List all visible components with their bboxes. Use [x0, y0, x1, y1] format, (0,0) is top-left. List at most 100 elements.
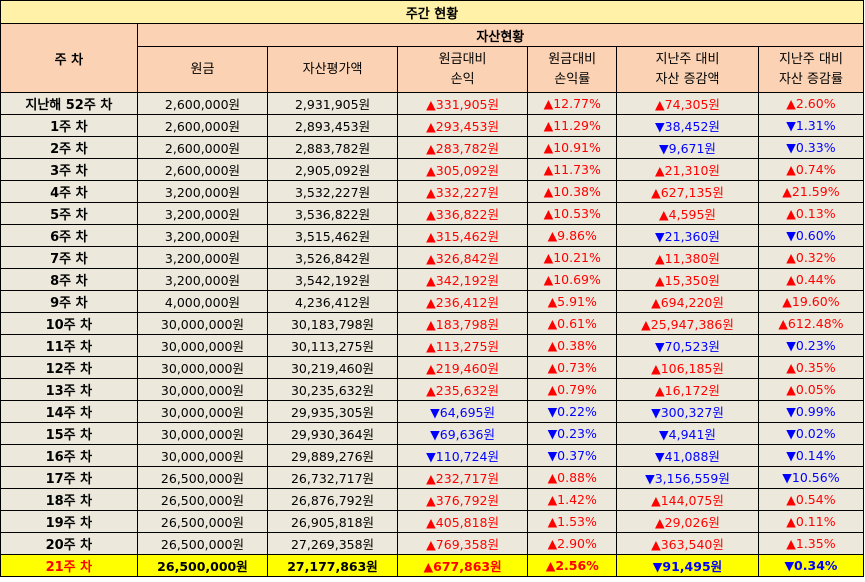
wow-amount-cell: ▲25,947,386원 [616, 312, 759, 335]
table-row: 15주 차 30,000,000원 29,930,364원 ▼69,636원 ▼0.23… [0, 422, 865, 445]
valuation-cell: 3,542,192원 [267, 268, 398, 291]
week-cell: 21주 차 [0, 554, 138, 577]
wow-amount-cell: ▲21,310원 [616, 158, 759, 181]
principal-cell: 30,000,000원 [136, 400, 269, 423]
pl-rate-cell: ▲0.88% [527, 466, 618, 489]
wow-rate-cell: ▲0.32% [757, 246, 865, 269]
wow-amount-cell: ▲144,075원 [616, 488, 759, 511]
header-line: 원금대비 [548, 51, 597, 67]
principal-cell: 30,000,000원 [136, 312, 269, 335]
wow-rate-cell: ▲0.54% [757, 488, 865, 511]
header-line: 자산 증감액 [655, 71, 720, 87]
table-row: 6주 차 3,200,000원 3,515,462원 ▲315,462원 ▲9.86% ▼… [0, 224, 865, 247]
wow-amount-cell: ▼3,156,559원 [616, 466, 759, 489]
week-cell: 8주 차 [0, 268, 138, 291]
wow-rate-header: 지난주 대비 자산 증감률 [757, 46, 865, 93]
principal-cell: 2,600,000원 [136, 158, 269, 181]
principal-cell: 3,200,000원 [136, 246, 269, 269]
wow-rate-cell: ▼0.34% [757, 554, 865, 577]
header-line: 지난주 대비 [655, 51, 720, 67]
wow-rate-cell: ▲0.13% [757, 202, 865, 225]
valuation-cell: 26,732,717원 [267, 466, 398, 489]
wow-rate-cell: ▼1.31% [757, 114, 865, 137]
pl-rate-cell: ▲10.38% [527, 180, 618, 203]
principal-cell: 3,200,000원 [136, 268, 269, 291]
pl-cell: ▲283,782원 [396, 136, 529, 159]
pl-cell: ▲336,822원 [396, 202, 529, 225]
week-cell: 16주 차 [0, 444, 138, 467]
principal-cell: 30,000,000원 [136, 378, 269, 401]
principal-cell: 26,500,000원 [136, 554, 269, 577]
wow-amount-cell: ▲74,305원 [616, 92, 759, 115]
pl-cell: ▲113,275원 [396, 334, 529, 357]
principal-cell: 30,000,000원 [136, 422, 269, 445]
valuation-header: 자산평가액 [267, 46, 398, 93]
wow-rate-cell: ▼0.99% [757, 400, 865, 423]
wow-amount-cell: ▲29,026원 [616, 510, 759, 533]
wow-rate-cell: ▲0.74% [757, 158, 865, 181]
valuation-cell: 2,893,453원 [267, 114, 398, 137]
table-row: 10주 차 30,000,000원 30,183,798원 ▲183,798원 ▲0.6… [0, 312, 865, 335]
pl-rate-cell: ▲0.61% [527, 312, 618, 335]
pl-rate-cell: ▼0.23% [527, 422, 618, 445]
principal-cell: 26,500,000원 [136, 510, 269, 533]
asset-status-header: 자산현황 [136, 23, 865, 47]
principal-cell: 3,200,000원 [136, 202, 269, 225]
wow-amount-cell: ▼4,941원 [616, 422, 759, 445]
table-row: 13주 차 30,000,000원 30,235,632원 ▲235,632원 ▲0.7… [0, 378, 865, 401]
wow-rate-cell: ▲0.05% [757, 378, 865, 401]
wow-rate-cell: ▲21.59% [757, 180, 865, 203]
wow-rate-cell: ▲19.60% [757, 290, 865, 313]
wow-rate-cell: ▲2.60% [757, 92, 865, 115]
principal-cell: 30,000,000원 [136, 356, 269, 379]
wow-rate-cell: ▲0.44% [757, 268, 865, 291]
week-cell: 1주 차 [0, 114, 138, 137]
wow-rate-cell: ▼0.33% [757, 136, 865, 159]
wow-amount-cell: ▲363,540원 [616, 532, 759, 555]
wow-amount-cell: ▲627,135원 [616, 180, 759, 203]
pl-cell: ▲232,717원 [396, 466, 529, 489]
pl-rate-cell: ▲5.91% [527, 290, 618, 313]
pl-cell: ▲315,462원 [396, 224, 529, 247]
principal-cell: 26,500,000원 [136, 488, 269, 511]
week-cell: 6주 차 [0, 224, 138, 247]
week-cell: 4주 차 [0, 180, 138, 203]
header-line: 손익률 [554, 71, 591, 87]
week-cell: 14주 차 [0, 400, 138, 423]
valuation-cell: 30,183,798원 [267, 312, 398, 335]
wow-amount-cell: ▼9,671원 [616, 136, 759, 159]
table-row: 8주 차 3,200,000원 3,542,192원 ▲342,192원 ▲10.69%… [0, 268, 865, 291]
pl-cell: ▲293,453원 [396, 114, 529, 137]
principal-cell: 4,000,000원 [136, 290, 269, 313]
wow-rate-cell: ▼0.23% [757, 334, 865, 357]
week-cell: 지난해 52주 차 [0, 92, 138, 115]
pl-rate-cell: ▲1.42% [527, 488, 618, 511]
pl-cell: ▲305,092원 [396, 158, 529, 181]
table-row: 9주 차 4,000,000원 4,236,412원 ▲236,412원 ▲5.91% ▲… [0, 290, 865, 313]
header-line: 자산 증감률 [778, 71, 843, 87]
valuation-cell: 29,935,305원 [267, 400, 398, 423]
header-line: 손익 [450, 71, 475, 87]
column-header-row: 원금 자산평가액 원금대비 손익 원금대비 손익률 지난주 대비 자산 증감액 지난주 대비 자산… [1, 46, 865, 93]
wow-rate-cell: ▲0.11% [757, 510, 865, 533]
principal-cell: 26,500,000원 [136, 466, 269, 489]
pl-rate-cell: ▲2.56% [527, 554, 618, 577]
header-line: 원금 [190, 61, 215, 77]
pl-cell: ▲183,798원 [396, 312, 529, 335]
table-row: 16주 차 30,000,000원 29,889,276원 ▼110,724원 ▼0.3… [0, 444, 865, 467]
pl-rate-cell: ▲10.21% [527, 246, 618, 269]
pl-cell: ▲376,792원 [396, 488, 529, 511]
wow-amount-cell: ▼21,360원 [616, 224, 759, 247]
pl-rate-cell: ▲10.53% [527, 202, 618, 225]
wow-amount-cell: ▲15,350원 [616, 268, 759, 291]
principal-header: 원금 [136, 46, 269, 93]
pl-cell: ▼64,695원 [396, 400, 529, 423]
wow-rate-cell: ▲1.35% [757, 532, 865, 555]
table-row: 17주 차 26,500,000원 26,732,717원 ▲232,717원 ▲0.8… [0, 466, 865, 489]
wow-amount-cell: ▼41,088원 [616, 444, 759, 467]
pl-cell: ▲326,842원 [396, 246, 529, 269]
wow-rate-cell: ▼0.14% [757, 444, 865, 467]
principal-cell: 2,600,000원 [136, 136, 269, 159]
